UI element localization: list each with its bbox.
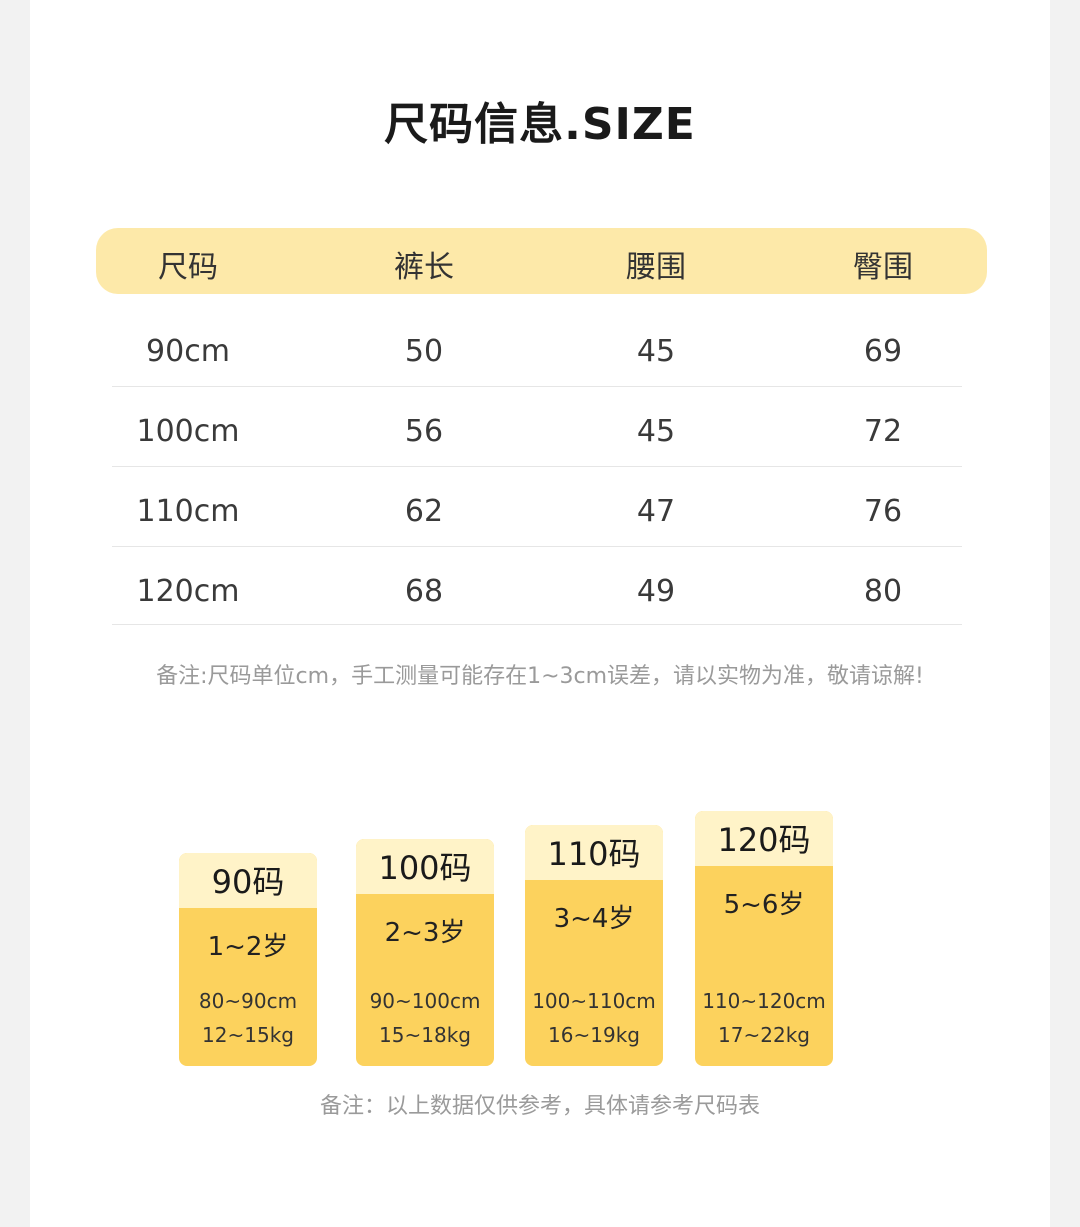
card-weight: 12~15kg — [202, 1023, 294, 1047]
card-height: 110~120cm — [702, 989, 826, 1013]
table-cell: 76 — [863, 494, 903, 529]
card-weight: 17~22kg — [718, 1023, 810, 1047]
table-note: 备注:尺码单位cm，手工测量可能存在1~3cm误差，请以实物为准，敬请谅解! — [156, 664, 924, 689]
table-cell: 72 — [863, 414, 903, 449]
cards-note: 备注：以上数据仅供参考，具体请参考尺码表 — [319, 1094, 760, 1119]
card-age: 2~3岁 — [384, 918, 466, 948]
card-weight: 15~18kg — [379, 1023, 471, 1047]
size-card: 100码 2~3岁 90~100cm 15~18kg — [356, 839, 494, 1066]
row-divider — [112, 546, 962, 547]
table-cell: 110cm — [136, 494, 240, 529]
column-header: 腰围 — [626, 250, 686, 285]
size-card: 120码 5~6岁 110~120cm 17~22kg — [695, 811, 833, 1066]
card-size: 90码 — [179, 853, 317, 908]
row-divider — [112, 624, 962, 625]
table-cell: 47 — [636, 494, 676, 529]
card-age: 5~6岁 — [723, 890, 805, 920]
card-height: 90~100cm — [369, 989, 481, 1013]
table-cell: 50 — [404, 334, 444, 369]
card-age: 1~2岁 — [207, 932, 289, 962]
page-title: 尺码信息.SIZE — [384, 99, 696, 150]
table-header-bar — [96, 228, 987, 294]
card-size: 120码 — [695, 811, 833, 866]
card-height: 80~90cm — [198, 989, 298, 1013]
card-height: 100~110cm — [532, 989, 656, 1013]
table-cell: 90cm — [146, 334, 230, 369]
card-age: 3~4岁 — [553, 904, 635, 934]
table-cell: 45 — [636, 334, 676, 369]
table-cell: 62 — [404, 494, 444, 529]
table-cell: 49 — [636, 574, 676, 609]
table-cell: 45 — [636, 414, 676, 449]
row-divider — [112, 466, 962, 467]
table-cell: 56 — [404, 414, 444, 449]
table-cell: 120cm — [136, 574, 240, 609]
table-cell: 80 — [863, 574, 903, 609]
table-cell: 68 — [404, 574, 444, 609]
card-size: 110码 — [525, 825, 663, 880]
size-card: 90码 1~2岁 80~90cm 12~15kg — [179, 853, 317, 1066]
size-card: 110码 3~4岁 100~110cm 16~19kg — [525, 825, 663, 1066]
table-cell: 100cm — [136, 414, 240, 449]
row-divider — [112, 386, 962, 387]
column-header: 尺码 — [158, 250, 218, 285]
column-header: 臀围 — [853, 250, 913, 285]
card-weight: 16~19kg — [548, 1023, 640, 1047]
table-cell: 69 — [863, 334, 903, 369]
column-header: 裤长 — [394, 250, 454, 285]
card-size: 100码 — [356, 839, 494, 894]
